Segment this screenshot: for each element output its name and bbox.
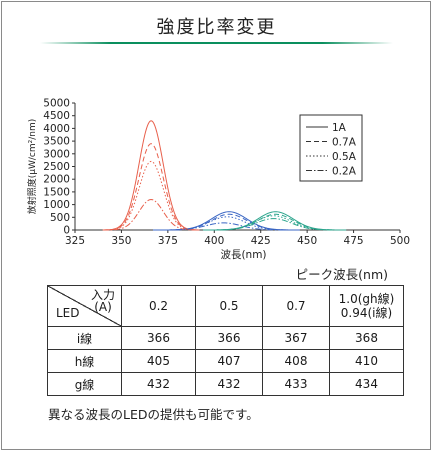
table-cell: 368 [329,326,404,350]
column-header: 0.7 [262,285,330,327]
table-cell: 366 [195,326,263,350]
table-cell: 433 [262,372,330,396]
spectrum-curve [102,160,200,231]
table-header-row: 入力 (A) LED 0.2 0.5 0.7 1.0(gh線) 0.94(i線) [47,285,404,327]
spectrum-curve [102,120,200,231]
spectrum-curve [102,143,200,231]
x-tick-label: 325 [65,235,85,247]
x-tick-label: 475 [344,235,364,247]
table-row: i線 366 366 367 368 [47,326,404,350]
y-tick-label: 4000 [43,123,70,135]
peak-wavelength-table: 入力 (A) LED 0.2 0.5 0.7 1.0(gh線) 0.94(i線) … [47,285,404,396]
corner-led-label: LED [56,306,80,320]
spectrum-curve [102,199,200,231]
y-tick-label: 1500 [43,186,70,198]
column-header: 0.5 [195,285,263,327]
table-cell: 367 [262,326,330,350]
legend-label: 0.5A [332,151,357,163]
footnote: 異なる波長のLEDの提供も可能です。 [48,407,259,422]
page-title: 強度比率変更 [156,17,277,38]
table-corner-cell: 入力 (A) LED [47,285,122,327]
x-tick-label: 425 [251,235,271,247]
y-tick-label: 3000 [43,148,70,160]
y-tick-label: 4500 [43,110,70,122]
legend-label: 1A [332,122,347,134]
y-tick-label: 2000 [43,174,70,186]
x-tick-label: 400 [204,235,224,247]
y-axis-label: 放射照度(μW/cm²/nm) [26,119,38,215]
title-underline [40,42,393,44]
y-tick-label: 2500 [43,161,70,173]
y-tick-label: 5000 [43,98,70,110]
corner-unit-label: (A) [94,300,112,314]
x-tick-label: 450 [297,235,317,247]
peak-wavelength-caption: ピーク波長(nm) [295,267,388,282]
last-column-line1: 1.0(gh線) [338,292,395,306]
spectrum-curve [203,218,345,231]
column-header-last: 1.0(gh線) 0.94(i線) [329,285,404,327]
legend-label: 0.7A [332,137,357,149]
table-cell: 432 [195,372,263,396]
table-row: g線 432 432 433 434 [47,372,404,396]
table-cell: 405 [121,349,196,373]
y-tick-label: 500 [50,212,70,224]
table-cell: 410 [329,349,404,373]
row-label: g線 [47,372,122,396]
table-cell: 407 [195,349,263,373]
x-tick-label: 500 [390,235,410,247]
column-header: 0.2 [121,285,196,327]
x-tick-label: 375 [158,235,178,247]
table-cell: 366 [121,326,196,350]
table-row: h線 405 407 408 410 [47,349,404,373]
spectrum-chart: 0500100015002000250030003500400045005000… [26,98,410,262]
row-label: h線 [47,349,122,373]
legend-label: 0.2A [332,166,357,178]
row-label: i線 [47,326,122,350]
spectrum-curve [205,213,347,231]
y-tick-label: 0 [63,225,70,237]
table-cell: 408 [262,349,330,373]
y-tick-label: 1000 [43,199,70,211]
table-cell: 434 [329,372,404,396]
x-axis-label: 波長(nm) [220,248,266,261]
spectrum-curve [153,222,295,231]
last-column-line2: 0.94(i線) [340,306,393,320]
table-cell: 432 [121,372,196,396]
y-tick-label: 3500 [43,136,70,148]
x-tick-label: 350 [111,235,131,247]
corner-input-label: 入力 [90,288,115,302]
